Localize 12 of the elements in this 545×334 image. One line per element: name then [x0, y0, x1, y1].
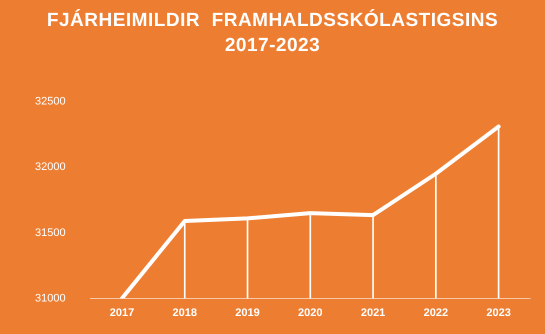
x-tick-label: 2023 — [486, 307, 511, 320]
x-tick-label: 2019 — [235, 307, 260, 320]
y-tick-label: 32000 — [34, 161, 66, 174]
x-tick-label: 2017 — [110, 307, 134, 320]
y-tick-label: 31000 — [34, 292, 66, 304]
chart-title: FJÁRHEIMILDIR FRAMHALDSSKÓLASTIGSINS 2017-2023 — [46, 8, 500, 58]
x-tick-label: 2021 — [360, 307, 386, 320]
y-tick-label: 32500 — [34, 96, 66, 108]
x-tick-label: 2022 — [424, 307, 448, 320]
y-tick-label: 31500 — [34, 226, 66, 239]
x-tick-label: 2020 — [298, 307, 323, 320]
x-tick-label: 2018 — [172, 307, 197, 320]
